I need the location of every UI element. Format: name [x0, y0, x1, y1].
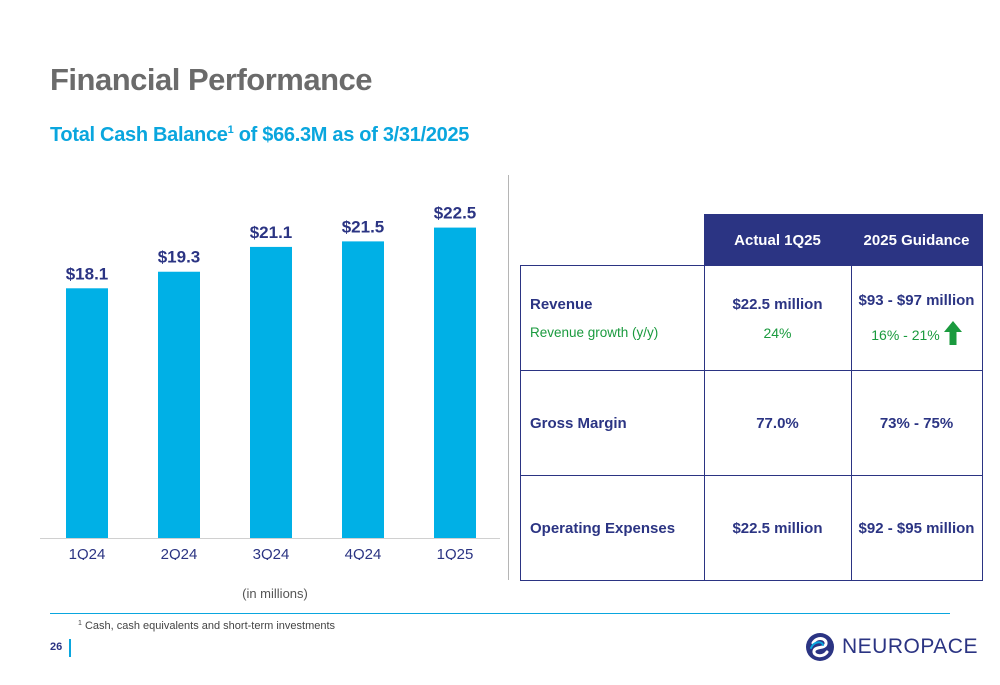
- tick-label-2Q24: 2Q24: [161, 546, 198, 560]
- bar-1Q25: [434, 227, 476, 538]
- vertical-divider: [508, 175, 509, 580]
- cell-gross-margin-actual: 77.0%: [703, 370, 852, 476]
- guidance-table: Actual 1Q25 2025 Guidance Revenue Revenu…: [520, 214, 983, 581]
- row-label-gross-margin: Gross Margin: [520, 370, 705, 476]
- cell-revenue-actual: $22.5 million 24%: [703, 265, 852, 371]
- bar-1Q24: [66, 288, 108, 538]
- page-number-bar: [69, 639, 71, 657]
- neuropace-logo-icon: [806, 633, 834, 661]
- row-label-opex: Operating Expenses: [520, 475, 705, 581]
- cell-growth-actual: 24%: [763, 324, 792, 341]
- tick-label-3Q24: 3Q24: [253, 546, 290, 560]
- header-actual: Actual 1Q25: [703, 214, 852, 266]
- footer-rule: [50, 613, 950, 614]
- footnote-marker: 1: [227, 124, 234, 136]
- table-row-revenue: Revenue Revenue growth (y/y) $22.5 milli…: [520, 265, 983, 371]
- tick-label-1Q24: 1Q24: [69, 546, 106, 560]
- data-label-2Q24: $19.3: [158, 248, 201, 267]
- chart-units-label: (in millions): [242, 586, 308, 601]
- up-arrow-icon: [943, 320, 962, 345]
- tick-label-1Q25: 1Q25: [437, 546, 474, 560]
- data-label-3Q24: $21.1: [250, 223, 293, 242]
- cell-growth-guidance: 16% - 21%: [852, 320, 982, 345]
- cell-opex-guidance: $92 - $95 million: [850, 475, 983, 581]
- bar-4Q24: [342, 241, 384, 538]
- cell-revenue-guidance: $93 - $97 million 16% - 21%: [850, 265, 983, 371]
- data-label-4Q24: $21.5: [342, 217, 385, 236]
- row-label-revenue: Revenue Revenue growth (y/y): [520, 265, 705, 371]
- brand-wordmark: NEUROPACE: [842, 635, 978, 658]
- neuropace-logo: NEUROPACE: [805, 630, 978, 664]
- cell-opex-actual: $22.5 million: [703, 475, 852, 581]
- table-row-gross-margin: Gross Margin 77.0% 73% - 75%: [520, 370, 983, 476]
- row-sublabel-growth: Revenue growth (y/y): [530, 325, 659, 340]
- cell-gross-margin-guidance: 73% - 75%: [850, 370, 983, 476]
- bar-2Q24: [158, 271, 200, 538]
- footnote: 1 Cash, cash equivalents and short-term …: [78, 620, 336, 632]
- page-title: Financial Performance: [50, 62, 373, 97]
- data-label-1Q24: $18.1: [66, 264, 109, 283]
- data-label-1Q25: $22.5: [434, 204, 477, 223]
- header-guidance: 2025 Guidance: [850, 214, 983, 266]
- cash-balance-subtitle: Total Cash Balance1 of $66.3M as of 3/31…: [50, 124, 470, 146]
- table-row-opex: Operating Expenses $22.5 million $92 - $…: [520, 475, 983, 581]
- tick-label-4Q24: 4Q24: [345, 546, 382, 560]
- revenue-bar-chart: $18.1 1Q24 $19.3 2Q24 $21.1 3Q24 $21.5 4Q24 $22.…: [40, 204, 500, 560]
- bar-3Q24: [250, 246, 292, 538]
- page-number: 26: [50, 641, 63, 653]
- table-corner: [521, 215, 705, 266]
